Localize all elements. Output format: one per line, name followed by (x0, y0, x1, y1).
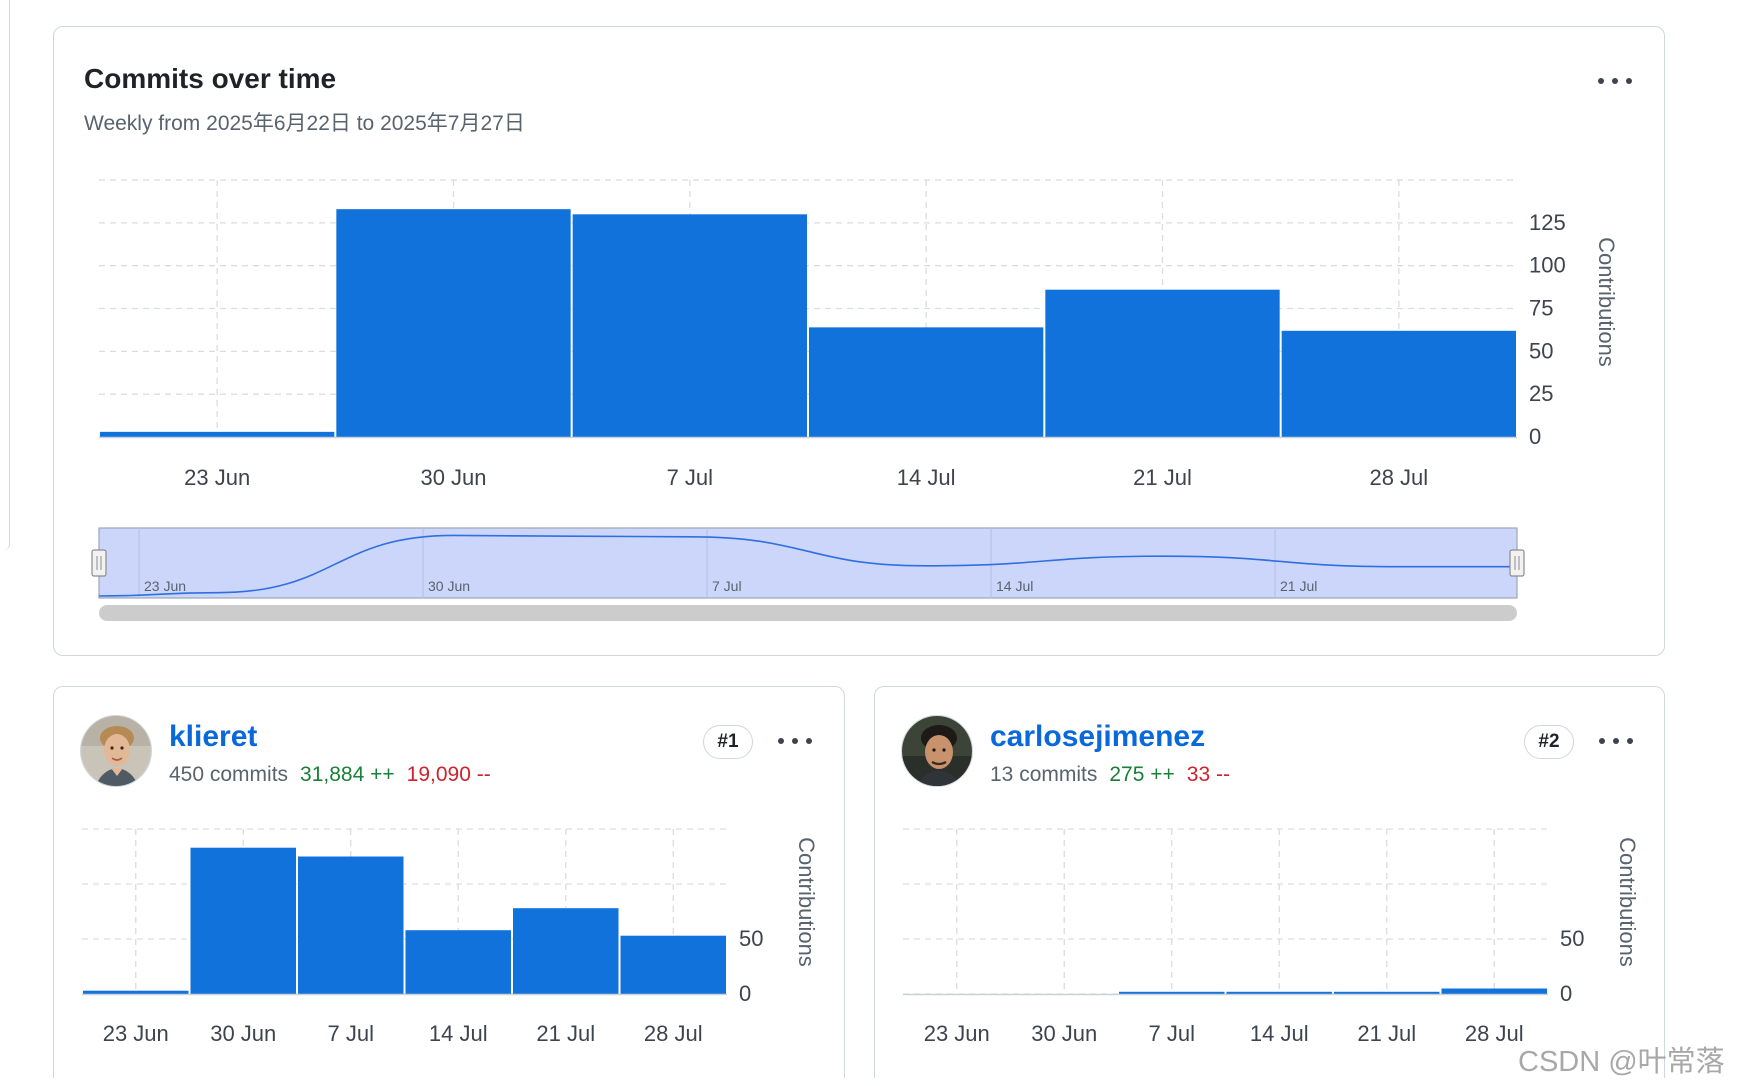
card-title: Commits over time (84, 63, 337, 94)
navigator-tick-label: 21 Jul (1280, 578, 1317, 594)
contributor-stats: 450 commits 31,884 ++ 19,090 -- (169, 763, 491, 787)
contributor-card: carlosejimenez 13 commits 275 ++ 33 -- #2 … (874, 686, 1665, 1078)
deletions-count: 33 -- (1186, 763, 1230, 786)
contributor-login-link[interactable]: carlosejimenez (990, 720, 1206, 753)
contributor-card: klieret 450 commits 31,884 ++ 19,090 -- #1… (53, 686, 845, 1078)
y-tick-label: 50 (1560, 926, 1584, 951)
bar-21-jul (1045, 289, 1280, 437)
navigator-tick-label: 7 Jul (712, 578, 742, 594)
x-tick-label: 21 Jul (536, 1021, 595, 1046)
bar-7-jul (298, 856, 404, 994)
commit-count: 450 commits (169, 763, 289, 786)
additions-count: 31,884 ++ (300, 763, 395, 786)
y-axis-title: Contributions (1615, 837, 1640, 967)
navigator-handle-right[interactable] (1509, 549, 1525, 577)
bar-28-jul (1441, 988, 1547, 994)
navigator-tick-label: 23 Jun (144, 578, 186, 594)
x-tick-label: 7 Jul (328, 1021, 374, 1046)
navigator-series-line (98, 534, 1517, 597)
y-axis-title: Contributions (1594, 237, 1619, 367)
x-tick-label: 14 Jul (1250, 1021, 1309, 1046)
navigator-tick-label: 14 Jul (996, 578, 1033, 594)
y-axis-title: Contributions (794, 837, 819, 967)
contributor-commits-chart: 23 Jun 30 Jun 7 Jul 14 Jul 21 Jul 28 Jul 0 50 Co… (82, 828, 819, 1046)
y-tick-label: 100 (1529, 253, 1566, 278)
contributor-commits-chart: 23 Jun 30 Jun 7 Jul 14 Jul 21 Jul 28 Jul 0 50 Co… (903, 828, 1640, 1046)
commit-count: 13 commits (990, 763, 1098, 786)
y-tick-label: 0 (1529, 424, 1541, 449)
bar-14-jul (405, 930, 511, 994)
x-tick-label: 14 Jul (897, 465, 956, 490)
x-tick-label: 28 Jul (1465, 1021, 1524, 1046)
y-tick-label: 0 (1560, 981, 1572, 1006)
additions-count: 275 ++ (1109, 763, 1175, 786)
x-tick-label: 23 Jun (924, 1021, 990, 1046)
bar-30-jun (336, 209, 571, 437)
y-tick-label: 125 (1529, 210, 1566, 235)
watermark: CSDN @叶常落 (1518, 1046, 1725, 1078)
x-tick-label: 21 Jul (1357, 1021, 1416, 1046)
commits-over-time-card: Commits over time Weekly from 2025年6月22日… (53, 26, 1665, 656)
avatar-carlosejimenez (902, 716, 972, 786)
x-tick-label: 23 Jun (184, 465, 250, 490)
x-tick-label: 30 Jun (420, 465, 486, 490)
x-tick-label: 30 Jun (210, 1021, 276, 1046)
bar-30-jun (190, 847, 296, 994)
rank-badge: #2 (1524, 725, 1574, 759)
kebab-menu-icon[interactable] (1598, 73, 1632, 89)
navigator-handle-left[interactable] (91, 549, 107, 577)
bar-7-jul (572, 214, 807, 437)
rank-badge: #1 (703, 725, 753, 759)
bar-14-jul (809, 327, 1044, 437)
bar-23-jun (83, 990, 189, 994)
x-tick-label: 23 Jun (103, 1021, 169, 1046)
contributor-stats: 13 commits 275 ++ 33 -- (990, 763, 1230, 787)
y-tick-label: 0 (739, 981, 751, 1006)
commits-over-time-chart: 23 Jun 30 Jun 7 Jul 14 Jul 21 Jul 28 Jul 0 25 50… (91, 179, 1619, 621)
kebab-menu-icon[interactable] (778, 733, 812, 749)
navigator-scrollbar[interactable] (99, 605, 1517, 621)
bar-28-jul (620, 935, 726, 994)
x-tick-label: 21 Jul (1133, 465, 1192, 490)
left-panel-edge (0, 0, 10, 550)
navigator-tick-label: 30 Jun (428, 578, 470, 594)
bar-28-jul (1281, 330, 1516, 437)
contributor-login-link[interactable]: klieret (169, 720, 258, 753)
deletions-count: 19,090 -- (406, 763, 491, 786)
card-subtitle: Weekly from 2025年6月22日 to 2025年7月27日 (84, 112, 525, 135)
bar-21-jul (1334, 991, 1440, 994)
x-tick-label: 30 Jun (1031, 1021, 1097, 1046)
x-tick-label: 14 Jul (429, 1021, 488, 1046)
y-tick-label: 50 (739, 926, 763, 951)
y-tick-label: 50 (1529, 338, 1553, 363)
y-tick-label: 25 (1529, 381, 1553, 406)
kebab-menu-icon[interactable] (1599, 733, 1633, 749)
x-tick-label: 28 Jul (644, 1021, 703, 1046)
y-tick-label: 75 (1529, 296, 1553, 321)
bar-23-jun (100, 431, 335, 437)
x-tick-label: 7 Jul (667, 465, 713, 490)
bar-7-jul (1119, 991, 1225, 994)
bar-14-jul (1226, 991, 1332, 994)
x-tick-label: 7 Jul (1149, 1021, 1195, 1046)
navigator-window (98, 527, 1518, 599)
x-tick-label: 28 Jul (1369, 465, 1428, 490)
avatar[interactable] (901, 715, 973, 787)
bar-21-jul (513, 908, 619, 994)
